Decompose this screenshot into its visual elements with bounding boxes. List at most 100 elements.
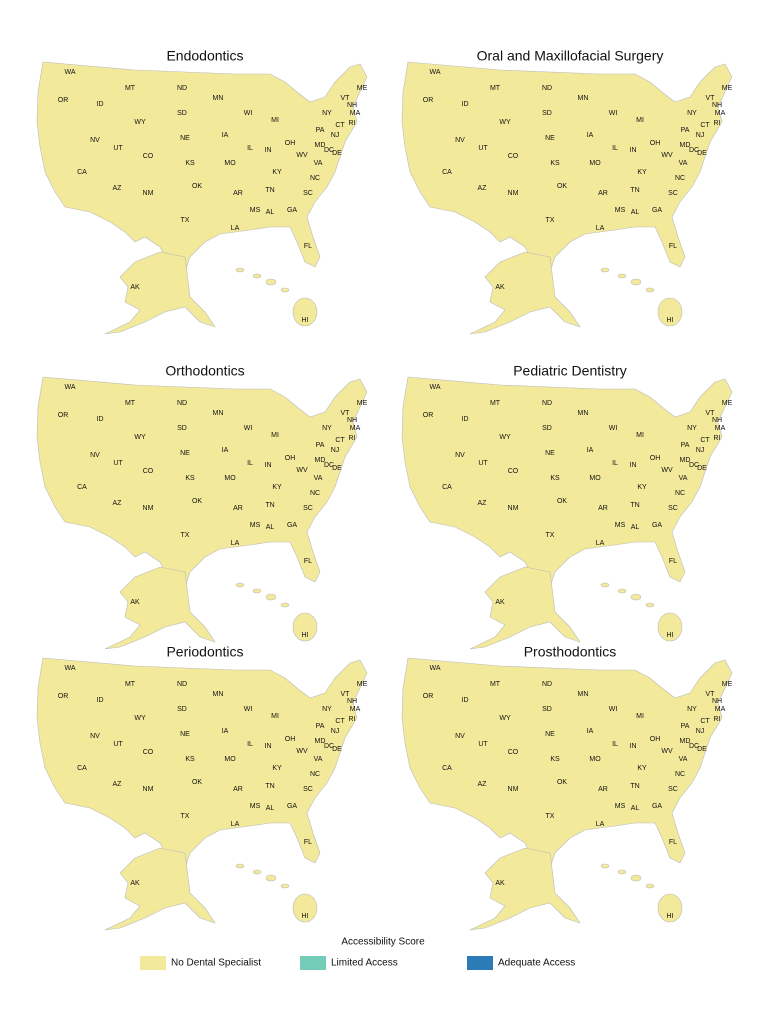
state-label: LA <box>596 225 605 232</box>
state-label: AR <box>598 190 608 197</box>
panel-title: Periodontics <box>166 644 243 660</box>
state-label: FL <box>669 839 677 846</box>
hawaii-island <box>252 588 262 594</box>
hawaii-island <box>292 893 318 923</box>
hawaii-island <box>280 602 290 608</box>
state-label: OK <box>192 779 202 786</box>
state-label: KY <box>272 169 282 176</box>
state-label: VA <box>314 756 323 763</box>
state-label: AK <box>495 880 505 887</box>
state-label: OK <box>557 183 567 190</box>
state-label: WI <box>244 425 253 432</box>
hawaii-island <box>600 863 610 869</box>
state-label: CO <box>143 749 154 756</box>
state-label: WA <box>64 69 75 76</box>
state-label: NE <box>180 135 190 142</box>
legend-swatch <box>300 956 326 970</box>
state-label: TN <box>265 783 274 790</box>
state-label: NE <box>180 450 190 457</box>
state-label: ND <box>177 400 187 407</box>
state-label: IL <box>247 741 253 748</box>
state-label: NH <box>712 698 722 705</box>
state-label: NY <box>322 110 332 117</box>
state-label: AK <box>130 599 140 606</box>
state-label: IN <box>265 743 272 750</box>
state-label: SC <box>303 505 313 512</box>
state-label: ME <box>722 85 733 92</box>
state-label: IL <box>247 145 253 152</box>
state-label: WA <box>429 69 440 76</box>
state-label: ID <box>462 416 469 423</box>
alaska <box>469 847 581 931</box>
alaska <box>104 566 216 650</box>
state-label: NY <box>687 425 697 432</box>
state-label: TX <box>181 532 190 539</box>
state-label: VA <box>314 160 323 167</box>
state-label: ME <box>722 400 733 407</box>
state-label: WV <box>661 152 673 159</box>
hawaii-island <box>600 582 610 588</box>
state-label: TN <box>630 502 639 509</box>
state-label: MN <box>578 410 589 417</box>
hawaii-island <box>630 278 642 286</box>
hawaii-island <box>645 287 655 293</box>
legend-title: Accessibility Score <box>341 937 425 948</box>
state-label: HI <box>667 913 674 920</box>
state-label: OR <box>423 693 434 700</box>
hawaii-island <box>265 593 277 601</box>
hawaii-island <box>280 287 290 293</box>
state-label: ND <box>177 85 187 92</box>
state-label: CA <box>442 484 452 491</box>
state-label: LA <box>231 821 240 828</box>
state-label: SC <box>303 786 313 793</box>
state-label: MA <box>715 425 726 432</box>
state-label: AL <box>266 524 275 531</box>
state-label: IA <box>587 728 594 735</box>
state-label: ID <box>97 101 104 108</box>
state-label: OR <box>58 693 69 700</box>
state-label: IA <box>587 132 594 139</box>
state-label: MT <box>490 85 501 92</box>
state-label: VT <box>341 410 351 417</box>
state-label: NE <box>545 135 555 142</box>
state-label: SD <box>177 110 187 117</box>
state-label: MO <box>224 160 236 167</box>
state-label: OK <box>557 498 567 505</box>
state-label: VT <box>341 691 351 698</box>
state-label: NC <box>675 490 685 497</box>
alaska <box>469 251 581 335</box>
state-label: HI <box>302 913 309 920</box>
state-label: WA <box>64 384 75 391</box>
state-label: NM <box>508 505 519 512</box>
us-outline <box>401 657 733 869</box>
hawaii-island <box>657 297 683 327</box>
hawaii-island <box>600 267 610 273</box>
state-label: OH <box>650 455 661 462</box>
state-label: SD <box>177 706 187 713</box>
state-label: DE <box>332 746 342 753</box>
state-label: ID <box>97 697 104 704</box>
state-label: CO <box>508 153 519 160</box>
state-label: KS <box>550 160 560 167</box>
state-label: GA <box>652 522 662 529</box>
state-label: NH <box>347 102 357 109</box>
state-label: OH <box>650 736 661 743</box>
state-label: FL <box>304 839 312 846</box>
state-label: OK <box>192 183 202 190</box>
state-label: TN <box>630 783 639 790</box>
state-label: FL <box>669 243 677 250</box>
state-label: HI <box>302 317 309 324</box>
state-label: NV <box>90 137 100 144</box>
hawaii-island <box>292 612 318 642</box>
state-label: PA <box>681 723 690 730</box>
state-label: DC <box>324 462 334 469</box>
state-label: TX <box>546 217 555 224</box>
state-label: OK <box>557 779 567 786</box>
state-label: IL <box>612 741 618 748</box>
state-label: NH <box>712 102 722 109</box>
state-label: GA <box>652 803 662 810</box>
state-label: AL <box>266 209 275 216</box>
state-label: MS <box>615 803 626 810</box>
state-label: AR <box>598 786 608 793</box>
hawaii-island <box>280 883 290 889</box>
